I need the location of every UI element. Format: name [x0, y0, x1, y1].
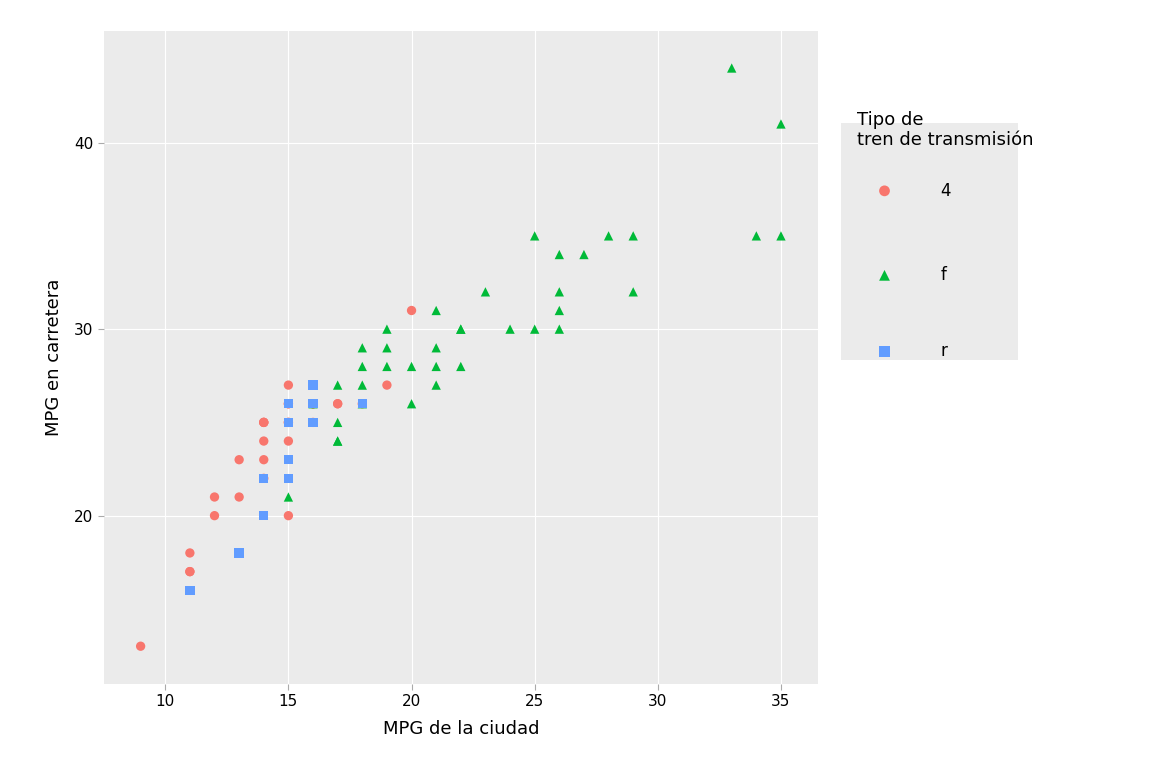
f: [772, 230, 790, 242]
X-axis label: MPG de la ciudad: MPG de la ciudad: [382, 720, 539, 738]
r: [181, 584, 199, 597]
4: [181, 565, 199, 578]
f: [452, 323, 470, 336]
f: [378, 360, 396, 372]
4: [304, 416, 323, 429]
f: [722, 62, 741, 74]
f: [304, 398, 323, 410]
4: [230, 454, 249, 466]
f: [624, 286, 643, 298]
4: [255, 416, 273, 429]
4: [205, 509, 223, 521]
r: [230, 547, 249, 559]
4: [255, 435, 273, 447]
f: [427, 360, 446, 372]
f: [452, 323, 470, 336]
4: [279, 398, 297, 410]
r: [255, 509, 273, 521]
4: [181, 547, 199, 559]
r: [279, 454, 297, 466]
4: [205, 491, 223, 503]
f: [476, 286, 494, 298]
4: [279, 416, 297, 429]
r: [279, 398, 297, 410]
f: [378, 342, 396, 354]
f: [353, 360, 371, 372]
f: [402, 398, 420, 410]
f: [328, 435, 347, 447]
f: [551, 304, 569, 316]
r: [304, 398, 323, 410]
r: [181, 584, 199, 597]
Text: 4: 4: [940, 182, 952, 200]
f: [525, 230, 544, 242]
4: [378, 379, 396, 391]
f: [427, 342, 446, 354]
4: [131, 640, 150, 652]
4: [279, 416, 297, 429]
r: [279, 416, 297, 429]
4: [304, 398, 323, 410]
4: [255, 416, 273, 429]
f: [551, 286, 569, 298]
FancyBboxPatch shape: [835, 123, 1018, 359]
4: [255, 454, 273, 466]
r: [255, 472, 273, 485]
f: [402, 360, 420, 372]
4: [279, 398, 297, 410]
4: [279, 435, 297, 447]
f: [353, 398, 371, 410]
f: [427, 379, 446, 391]
f: [748, 230, 766, 242]
f: [353, 342, 371, 354]
f: [427, 304, 446, 316]
4: [328, 398, 347, 410]
4: [255, 472, 273, 485]
r: [279, 472, 297, 485]
f: [599, 230, 617, 242]
f: [551, 323, 569, 336]
r: [304, 416, 323, 429]
4: [304, 398, 323, 410]
f: [624, 230, 643, 242]
f: [772, 118, 790, 130]
f: [551, 248, 569, 260]
f: [525, 323, 544, 336]
4: [328, 398, 347, 410]
r: [279, 416, 297, 429]
4: [353, 398, 371, 410]
Y-axis label: MPG en carretera: MPG en carretera: [45, 279, 62, 435]
4: [181, 565, 199, 578]
Text: Tipo de
tren de transmisión: Tipo de tren de transmisión: [857, 111, 1033, 150]
f: [328, 416, 347, 429]
f: [452, 360, 470, 372]
r: [304, 379, 323, 391]
f: [501, 323, 520, 336]
4: [279, 379, 297, 391]
4: [402, 304, 420, 316]
r: [353, 398, 371, 410]
f: [279, 491, 297, 503]
f: [821, 62, 840, 74]
Text: r: r: [940, 343, 947, 360]
f: [328, 435, 347, 447]
4: [304, 398, 323, 410]
f: [328, 379, 347, 391]
Text: f: f: [940, 266, 946, 284]
4: [230, 491, 249, 503]
f: [353, 379, 371, 391]
4: [255, 416, 273, 429]
4: [279, 509, 297, 521]
f: [378, 323, 396, 336]
f: [575, 248, 593, 260]
